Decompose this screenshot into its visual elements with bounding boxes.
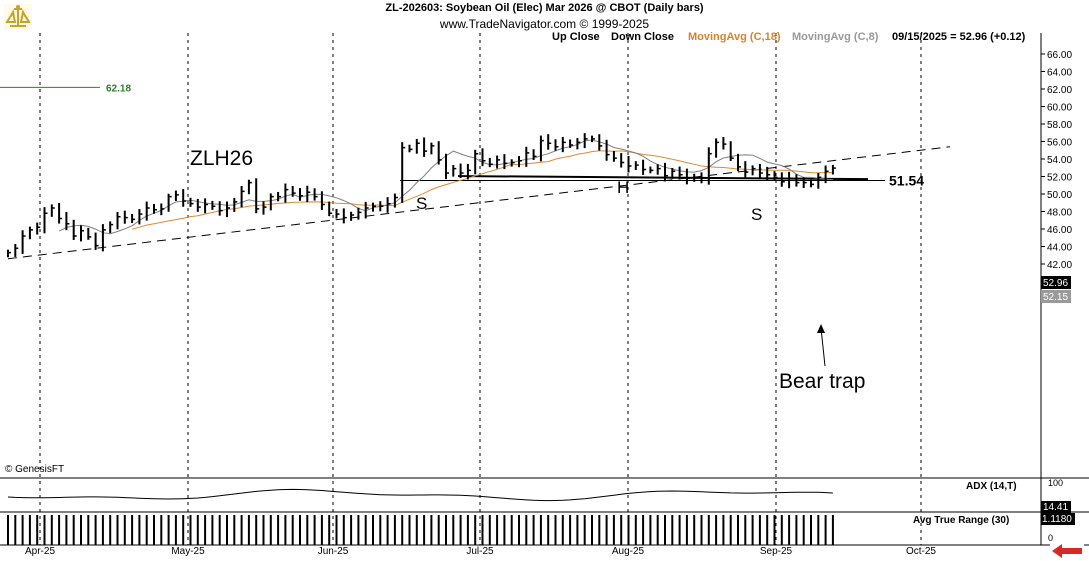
x-tick-label: Apr-25: [25, 546, 55, 557]
x-tick-label: Sep-25: [760, 546, 793, 557]
legend-down-close: Down Close: [611, 31, 674, 43]
adx-tick-top: 100: [1048, 478, 1063, 488]
reference-level-label: 62.18: [106, 83, 131, 94]
bear-trap-arrowhead: [817, 324, 825, 333]
y-tick-label: 44.00: [1047, 243, 1072, 254]
legend-ma18: MovingAvg (C,18): [688, 31, 781, 43]
legend-ma8: MovingAvg (C,8): [792, 31, 879, 43]
atr-value-text: 1.1180: [1042, 514, 1072, 525]
atr-tick: 0: [1048, 533, 1053, 543]
atr-label: Avg True Range (30): [913, 515, 1009, 526]
legend-up-close: Up Close: [552, 31, 600, 43]
x-tick-label: Oct-25: [906, 546, 936, 557]
y-tick-label: 42.00: [1047, 260, 1072, 271]
y-tick-label: 50.00: [1047, 190, 1072, 201]
y-tick-label: 64.00: [1047, 68, 1072, 79]
bear-trap-arrow: [820, 327, 826, 367]
y-tick-label: 54.00: [1047, 155, 1072, 166]
adx-value-badge: [1041, 501, 1071, 513]
indicator-panels: [7, 488, 834, 545]
uptrend-line: [7, 146, 951, 260]
symbol-label: ZLH26: [190, 147, 253, 170]
legend-last-quote: 09/15/2025 = 52.96 (+0.12): [892, 31, 1026, 43]
atr-value-badge: [1041, 513, 1075, 525]
watermark: © GenesisFT: [5, 464, 64, 475]
scroll-left-arrow-icon[interactable]: [1050, 543, 1084, 558]
adx-line: [7, 488, 833, 502]
chart-subtitle: www.TradeNavigator.com © 1999-2025: [439, 17, 650, 31]
price-bars: [7, 133, 836, 258]
trendlines: [7, 146, 951, 260]
panel-frames: [0, 33, 1089, 546]
y-tick-label: 58.00: [1047, 120, 1072, 131]
neckline-value-label: 51.54: [889, 173, 924, 189]
neckline-sloped: [457, 175, 869, 181]
ma-price-badge: [1041, 290, 1071, 303]
month-gridlines: [39, 33, 922, 545]
y-tick-label: 46.00: [1047, 225, 1072, 236]
y-tick-label: 62.00: [1047, 85, 1072, 96]
x-axis: Apr-25 May-25 Jun-25 Jul-25 Aug-25 Sep-25 Oct-…: [25, 546, 936, 557]
trade-navigator-logo-icon: [4, 4, 32, 30]
chart-title: ZL-202603: Soybean Oil (Elec) Mar 2026 @…: [385, 2, 704, 14]
y-tick-label: 52.00: [1047, 173, 1072, 184]
y-tick-label: 56.00: [1047, 138, 1072, 149]
adx-value-text: 14.41: [1043, 502, 1068, 513]
x-tick-label: Jul-25: [466, 546, 494, 557]
x-tick-label: Aug-25: [612, 546, 645, 557]
last-price-badge-text: 52.96: [1043, 278, 1068, 289]
ma18-line: [131, 150, 833, 230]
ma-price-badge-text: 52.15: [1043, 292, 1068, 303]
x-tick-label: May-25: [171, 546, 205, 557]
head-label: H: [617, 178, 629, 197]
y-axis: 66.00 64.00 62.00 60.00 58.00 56.00 54.00 52.00…: [1041, 50, 1072, 271]
y-tick-label: 60.00: [1047, 103, 1072, 114]
left-shoulder-label: S: [416, 194, 427, 213]
x-tick-label: Jun-25: [318, 546, 349, 557]
last-price-badge: [1041, 276, 1071, 289]
right-shoulder-label: S: [751, 205, 762, 224]
y-tick-label: 48.00: [1047, 208, 1072, 219]
bear-trap-label: Bear trap: [779, 370, 865, 393]
y-tick-label: 66.00: [1047, 50, 1072, 61]
adx-label: ADX (14,T): [966, 481, 1017, 492]
